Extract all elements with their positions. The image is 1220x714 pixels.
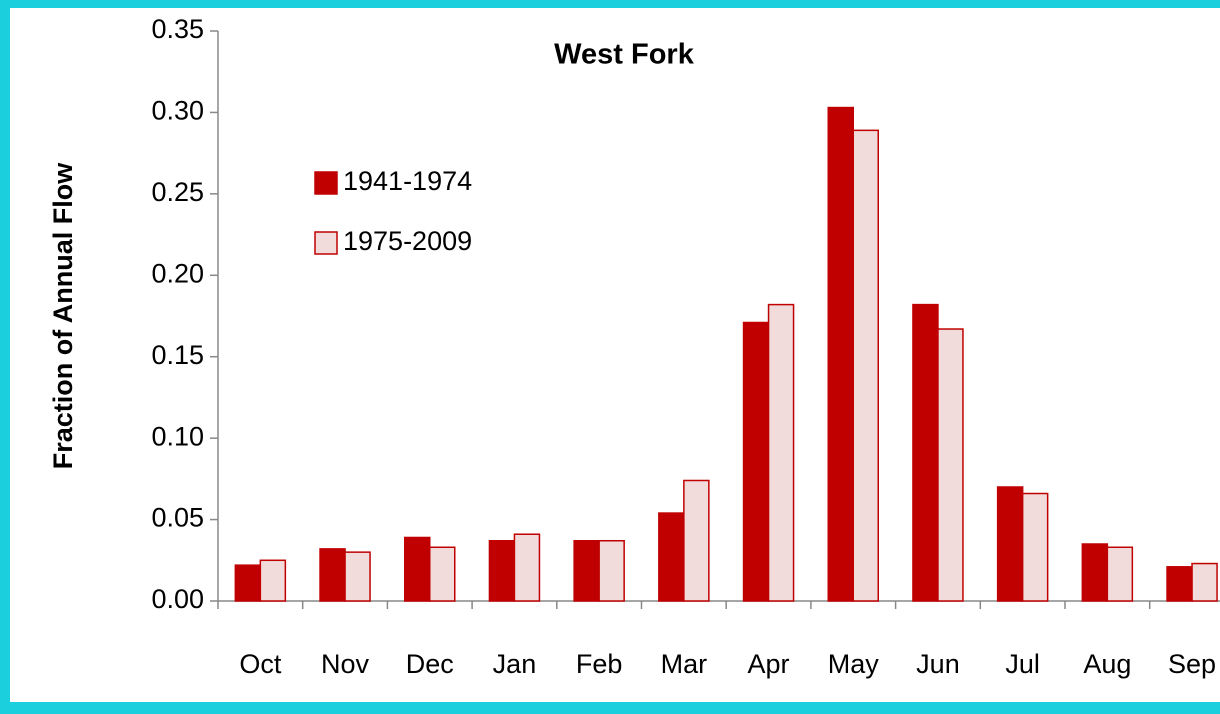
x-tick-label: Sep (1168, 649, 1216, 679)
y-tick-label: 0.25 (151, 177, 204, 207)
x-tick-label: Feb (576, 649, 623, 679)
bar (513, 533, 541, 602)
x-tick-label: May (828, 649, 880, 679)
x-tick-label: Aug (1083, 649, 1131, 679)
bar (1191, 562, 1218, 602)
y-tick-label: 0.15 (151, 340, 204, 370)
bar (319, 548, 346, 602)
x-tick-label: Nov (321, 649, 370, 679)
bar (1166, 566, 1193, 602)
bar (488, 539, 516, 602)
bar (598, 539, 625, 602)
y-axis-label: Fraction of Annual Flow (48, 162, 78, 469)
x-tick-label: Oct (239, 649, 282, 679)
x-tick-label: Dec (406, 649, 454, 679)
bar (404, 536, 431, 602)
bar (912, 303, 939, 602)
y-tick-label: 0.35 (151, 14, 204, 44)
legend-label: 1975-2009 (343, 226, 472, 256)
x-tick-label: Jan (493, 649, 537, 679)
bar (573, 539, 600, 602)
chart-title: West Fork (554, 39, 695, 71)
chart: West Fork Fraction of Annual Flow 0.00 0.… (10, 8, 1220, 702)
bar (742, 321, 770, 602)
bar (683, 479, 710, 602)
y-tick-label: 0.10 (151, 421, 204, 451)
legend-swatch (314, 231, 338, 255)
bar (827, 106, 854, 602)
bar (767, 303, 795, 602)
bar (344, 551, 371, 602)
bar (1021, 492, 1049, 602)
x-tick-label: Jun (916, 649, 960, 679)
x-tick-label: Jul (1005, 649, 1040, 679)
legend-label: 1941-1974 (343, 166, 472, 196)
bar (234, 564, 262, 602)
y-tick-label: 0.30 (151, 96, 204, 126)
bar (1106, 546, 1134, 602)
bar (259, 559, 287, 602)
x-tick-label: Mar (661, 649, 708, 679)
y-tick-label: 0.00 (151, 584, 204, 614)
bar (996, 486, 1024, 602)
bar (429, 546, 456, 602)
bar (658, 512, 685, 602)
bar (852, 129, 879, 602)
legend-swatch (314, 171, 338, 195)
bar (937, 328, 964, 602)
y-tick-label: 0.05 (151, 503, 204, 533)
bar (1081, 543, 1109, 602)
y-tick-label: 0.20 (151, 258, 204, 288)
x-tick-label: Apr (748, 649, 790, 679)
